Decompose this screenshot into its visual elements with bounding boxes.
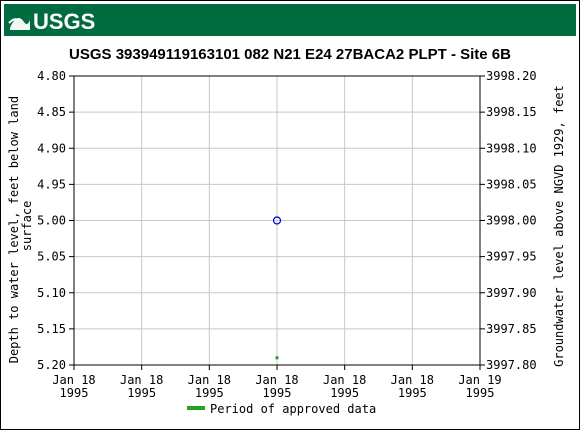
- left-tick-label: 5.15: [37, 322, 66, 336]
- legend-swatch-approved: [187, 406, 205, 410]
- x-tick-label-line1: Jan 18: [188, 373, 231, 387]
- legend-label-approved: Period of approved data: [210, 402, 376, 416]
- x-tick-label-line1: Jan 18: [120, 373, 163, 387]
- grid: [74, 76, 480, 365]
- x-tick-label-line1: Jan 18: [255, 373, 298, 387]
- x-tick-label-line1: Jan 18: [52, 373, 95, 387]
- right-tick-label: 3997.95: [486, 250, 537, 264]
- chart-title: USGS 393949119163101 082 N21 E24 27BACA2…: [69, 46, 511, 63]
- left-tick-label: 5.20: [37, 358, 66, 372]
- x-tick-label-line2: 1995: [195, 386, 224, 400]
- left-tick-label: 4.90: [37, 141, 66, 155]
- x-tick-label-line1: Jan 18: [391, 373, 434, 387]
- right-axis-label: Groundwater level above NGVD 1929, feet: [552, 85, 566, 367]
- left-tick-label: 5.10: [37, 286, 66, 300]
- right-tick-label: 3998.20: [486, 69, 537, 83]
- x-tick-label-line1: Jan 19: [458, 373, 501, 387]
- x-tick-label-line2: 1995: [398, 386, 427, 400]
- left-tick-label: 5.00: [37, 214, 66, 228]
- x-tick-label-line2: 1995: [330, 386, 359, 400]
- left-tick-label: 4.80: [37, 69, 66, 83]
- right-tick-label: 3998.05: [486, 177, 537, 191]
- right-tick-label: 3997.90: [486, 286, 537, 300]
- left-tick-label: 4.85: [37, 105, 66, 119]
- legend: Period of approved data: [187, 402, 376, 416]
- x-tick-label-line2: 1995: [466, 386, 495, 400]
- right-tick-label: 3997.85: [486, 322, 537, 336]
- left-axis-label-line1: Depth to water level, feet below land: [7, 96, 21, 363]
- x-tick-label-line2: 1995: [60, 386, 89, 400]
- right-tick-label: 3998.00: [486, 214, 537, 228]
- left-axis: 4.80 4.85 4.90 4.95 5.00 5.05 5.10 5.15 5.20: [37, 69, 74, 372]
- measurement-point: [272, 216, 282, 225]
- x-tick-label-line1: Jan 18: [323, 373, 366, 387]
- usgs-header-banner: USGS: [4, 4, 576, 36]
- left-axis-label: Depth to water level, feet below land su…: [7, 89, 34, 364]
- left-axis-label-line2: surface: [20, 201, 34, 252]
- left-tick-label: 5.05: [37, 250, 66, 264]
- data-marks: [272, 216, 282, 360]
- usgs-logo-text: USGS: [33, 9, 95, 34]
- left-tick-label: 4.95: [37, 177, 66, 191]
- right-tick-label: 3998.10: [486, 141, 537, 155]
- right-tick-label: 3997.80: [486, 358, 537, 372]
- right-tick-label: 3998.15: [486, 105, 537, 119]
- usgs-logo: USGS: [8, 9, 95, 34]
- approved-period-marker: [275, 356, 279, 360]
- x-tick-label-line2: 1995: [127, 386, 156, 400]
- right-axis: 3998.20 3998.15 3998.10 3998.05 3998.00 3997.…: [480, 69, 537, 372]
- x-tick-label-line2: 1995: [263, 386, 292, 400]
